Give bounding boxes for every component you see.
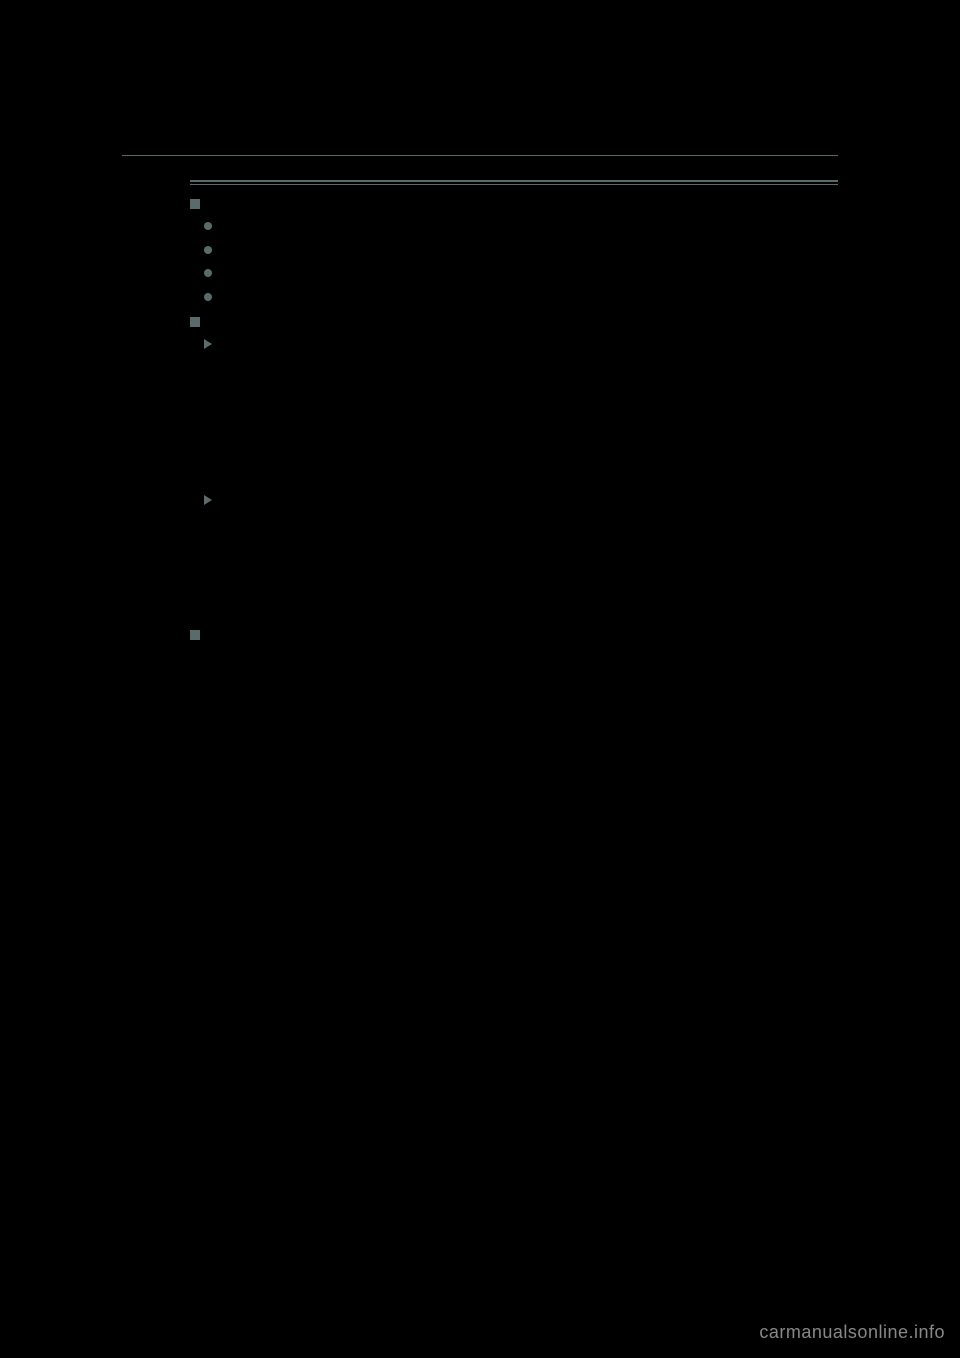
bullet-item: The engine switch is in IGNITION ON mode… xyxy=(204,217,838,237)
triangle-bullet-icon xyxy=(204,339,212,349)
header-rule xyxy=(122,155,838,156)
round-bullet-icon xyxy=(204,246,212,254)
round-bullet-icon xyxy=(204,269,212,277)
section-heading-1: The system can be operated when xyxy=(190,195,838,211)
round-bullet-icon xyxy=(204,293,212,301)
heading-text: The system can be operated when xyxy=(208,195,436,211)
sub-heading: Turning intuitive parking assist on/off xyxy=(204,335,838,350)
rule-thin xyxy=(190,184,838,185)
round-bullet-icon xyxy=(204,222,212,230)
sub-heading-text: Setting the buzzer volume xyxy=(220,491,381,506)
bullet-text: A shift position other than P is selecte… xyxy=(220,288,447,308)
bullet-text: The engine switch is in IGNITION ON mode… xyxy=(220,217,476,237)
content-area: The system can be operated when The engi… xyxy=(190,180,838,730)
page-number: 306 xyxy=(125,130,155,151)
heading-text: Setting up intuitive parking assist xyxy=(208,313,432,329)
body-text: If this equipment is equipped with a nav… xyxy=(220,557,838,619)
body-text: The intuitive parking assist can be turn… xyxy=(220,356,838,398)
section-heading-3: If "Parking Assist Unavailable Clean Par… xyxy=(190,626,838,658)
bullet-item: Intuitive parking assist function is on. xyxy=(204,241,838,261)
sub-heading: Setting the buzzer volume xyxy=(204,491,838,506)
body-text: A sensor may be dirty or covered with sn… xyxy=(208,664,838,726)
section-tab: 4 xyxy=(796,127,832,163)
breadcrumb: 4-5. Using the driving support systems xyxy=(315,130,536,145)
bullet-text: Intuitive parking assist function is on. xyxy=(220,241,432,261)
bullet-item: A shift position other than P is selecte… xyxy=(204,288,838,308)
watermark: carmanualsonline.info xyxy=(759,1322,945,1343)
section-heading-2: Setting up intuitive parking assist xyxy=(190,313,838,329)
bullet-text: The vehicle speed is less than about 6 m… xyxy=(220,264,532,284)
square-bullet-icon xyxy=(190,199,200,209)
rule-thick xyxy=(190,180,838,182)
heading-text: If "Parking Assist Unavailable Clean Par… xyxy=(208,626,838,658)
bullet-item: The vehicle speed is less than about 6 m… xyxy=(204,264,838,284)
body-text: When the intuitive parking assist functi… xyxy=(220,402,838,485)
body-text: The buzzer sound volume can be adjusted … xyxy=(220,512,838,554)
triangle-bullet-icon xyxy=(204,495,212,505)
square-bullet-icon xyxy=(190,630,200,640)
sub-heading-text: Turning intuitive parking assist on/off xyxy=(220,335,452,350)
square-bullet-icon xyxy=(190,317,200,327)
